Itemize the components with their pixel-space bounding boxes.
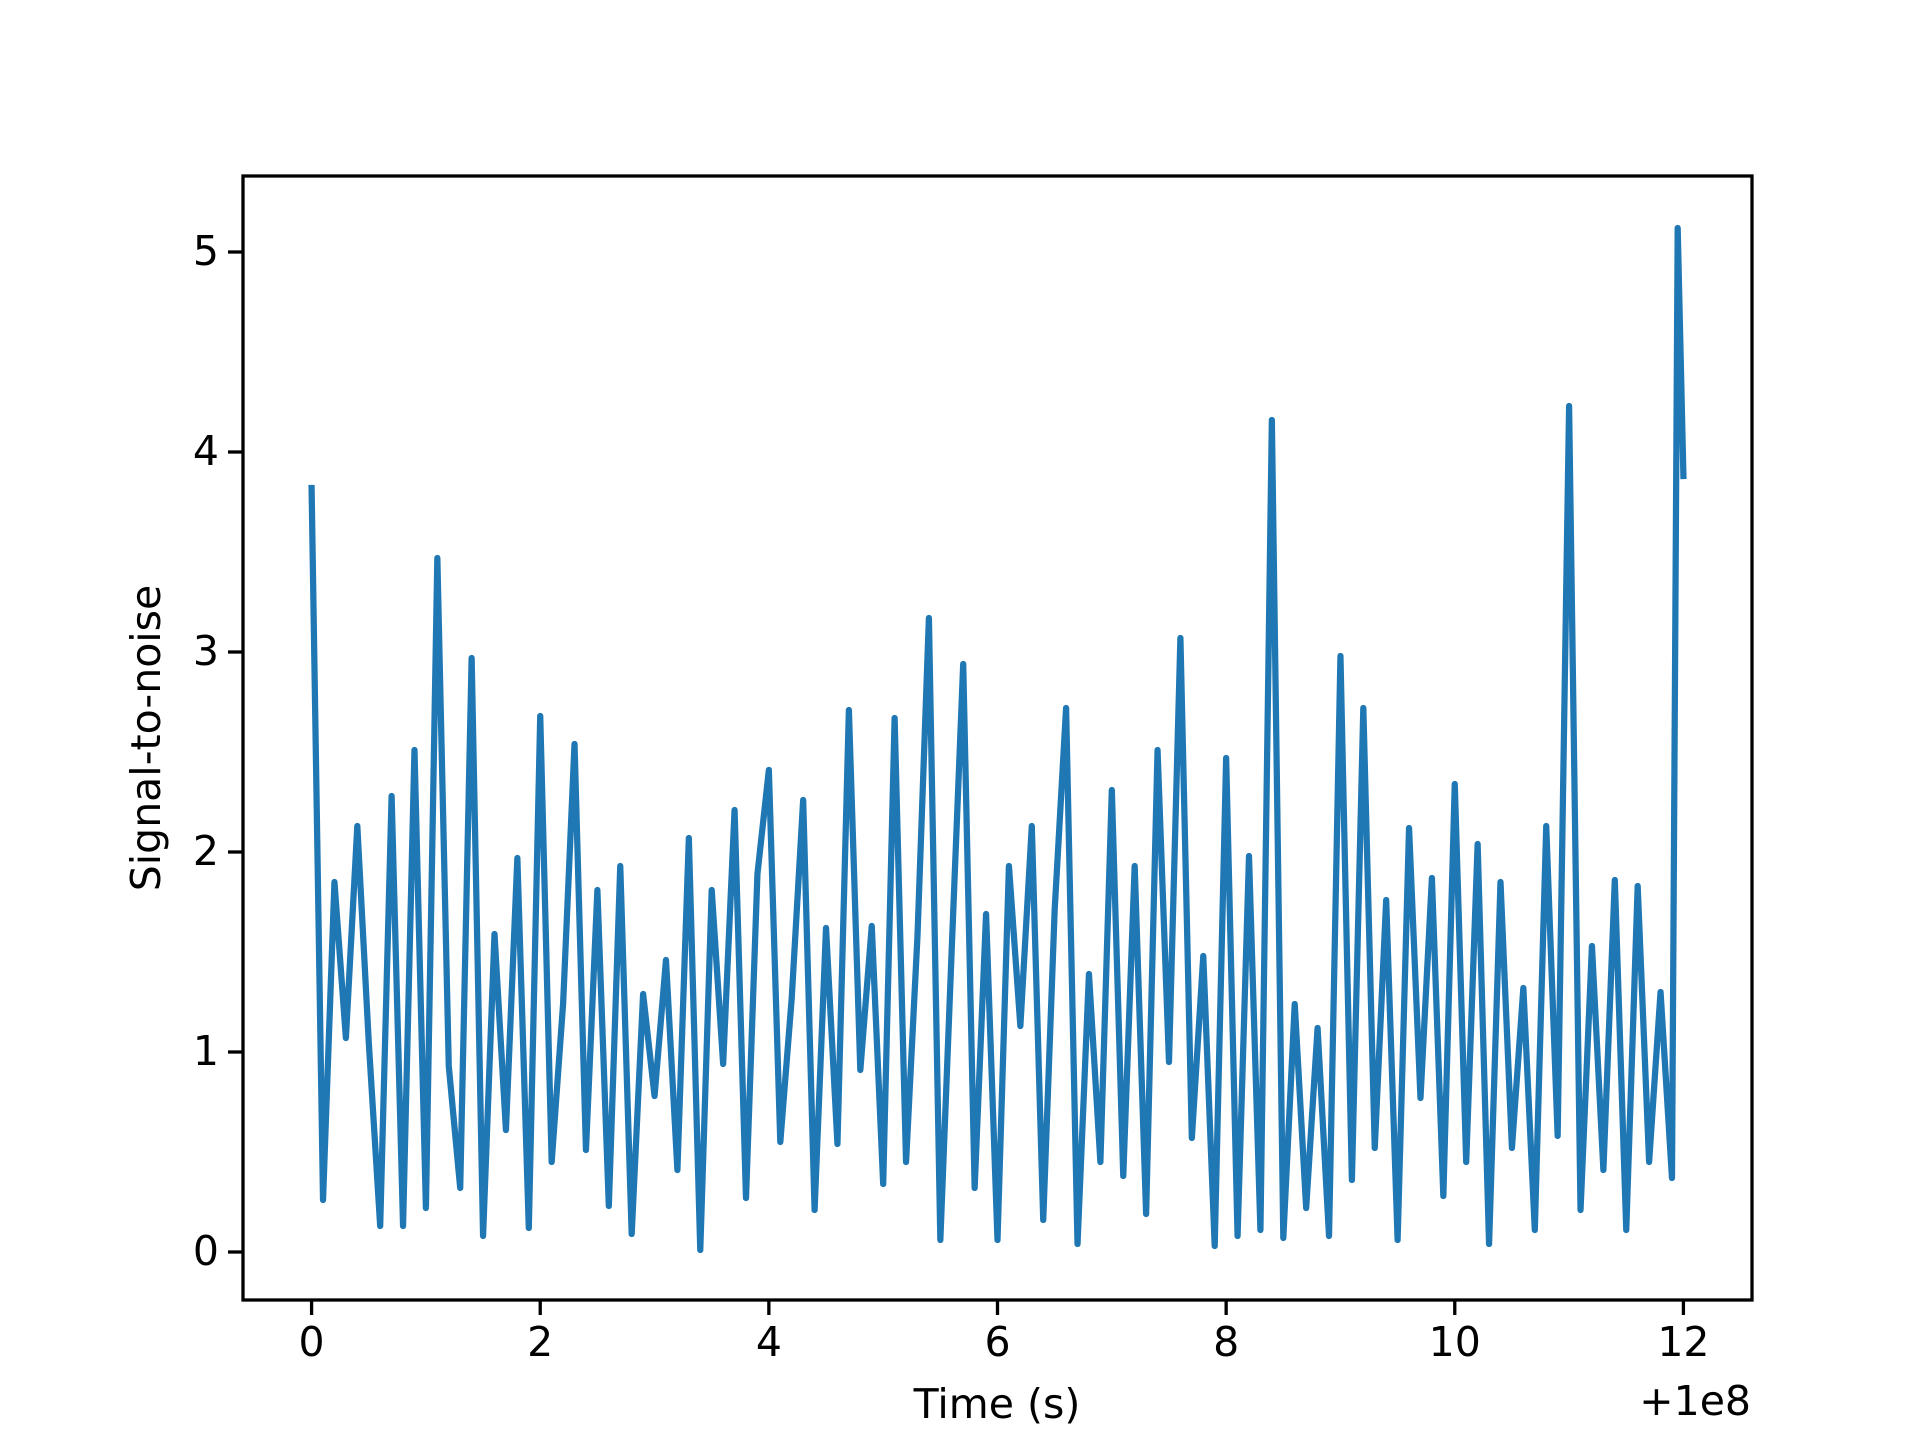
x-axis-label: Time (s) — [913, 1380, 1081, 1428]
x-tick-label: 0 — [299, 1318, 325, 1366]
x-tick-label: 2 — [527, 1318, 553, 1366]
x-tick-label: 4 — [756, 1318, 782, 1366]
x-offset-label: +1e8 — [1639, 1377, 1751, 1425]
x-tick-label: 12 — [1657, 1318, 1709, 1366]
plot-frame — [241, 174, 1754, 1302]
data-line — [308, 224, 1687, 1254]
y-tick-label: 3 — [193, 627, 219, 675]
y-tick-label: 4 — [193, 427, 219, 475]
y-tick-label: 1 — [193, 1027, 219, 1075]
x-tick-label: 8 — [1213, 1318, 1239, 1366]
y-axis-label: Signal-to-noise — [122, 585, 170, 892]
y-tick-label: 0 — [193, 1227, 219, 1275]
x-tick-label: 10 — [1429, 1318, 1481, 1366]
y-tick-label: 2 — [193, 827, 219, 875]
x-tick-label: 6 — [984, 1318, 1010, 1366]
y-tick-label: 5 — [193, 227, 219, 275]
